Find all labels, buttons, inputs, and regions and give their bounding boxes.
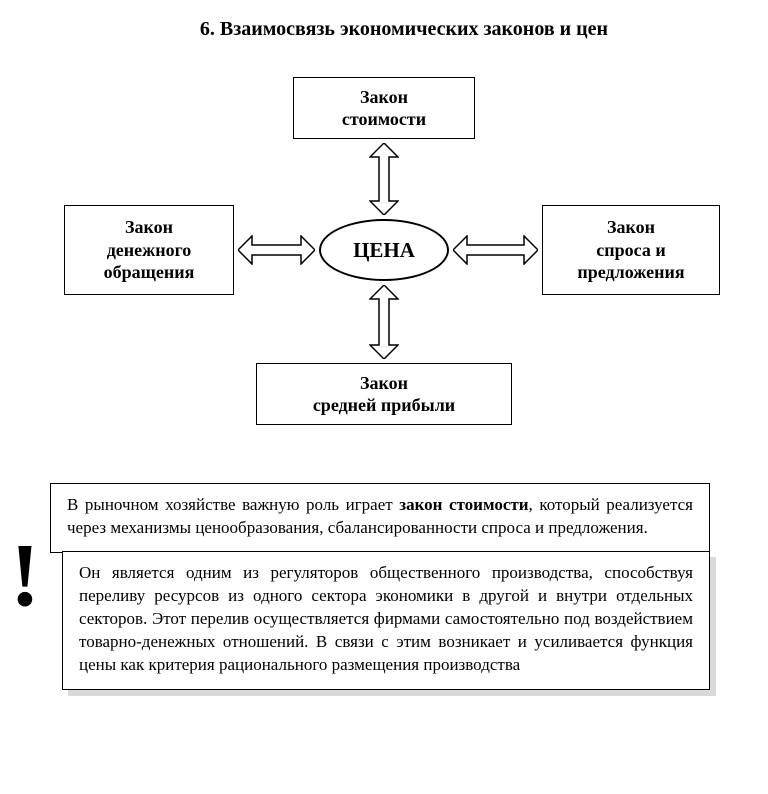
- node-line: денежного: [107, 239, 192, 262]
- intro-textbox: В рыночном хозяйстве важную роль играет …: [50, 483, 710, 553]
- intro-bold: закон стоимости: [399, 495, 528, 514]
- detail-textbox: Он является одним из регуляторов обществ…: [62, 551, 710, 690]
- node-left: Законденежногообращения: [64, 205, 234, 295]
- node-line: Закон: [360, 372, 408, 395]
- center-node: ЦЕНА: [319, 219, 449, 281]
- arrow-right-center: [453, 235, 538, 265]
- node-right: Законспроса ипредложения: [542, 205, 720, 295]
- exclamation-mark: !: [10, 531, 40, 621]
- intro-pre: В рыночном хозяйстве важную роль играет: [67, 495, 399, 514]
- detail-textbox-wrap: Он является одним из регуляторов обществ…: [62, 551, 710, 690]
- node-line: Закон: [125, 216, 173, 239]
- node-line: предложения: [577, 261, 684, 284]
- content-area: ! В рыночном хозяйстве важную роль играе…: [50, 483, 738, 690]
- diagram-area: ЗаконстоимостиЗаконденежногообращенияЗак…: [44, 77, 724, 437]
- arrow-top-center: [369, 143, 399, 215]
- node-line: спроса и: [596, 239, 665, 262]
- node-line: обращения: [104, 261, 195, 284]
- arrow-bottom-center: [369, 285, 399, 359]
- page-title: 6. Взаимосвязь экономических законов и ц…: [30, 18, 738, 41]
- node-bottom: Законсредней прибыли: [256, 363, 512, 425]
- node-line: стоимости: [342, 108, 426, 131]
- node-line: Закон: [360, 86, 408, 109]
- node-top: Законстоимости: [293, 77, 475, 139]
- node-line: Закон: [607, 216, 655, 239]
- node-line: средней прибыли: [313, 394, 455, 417]
- arrow-left-center: [238, 235, 315, 265]
